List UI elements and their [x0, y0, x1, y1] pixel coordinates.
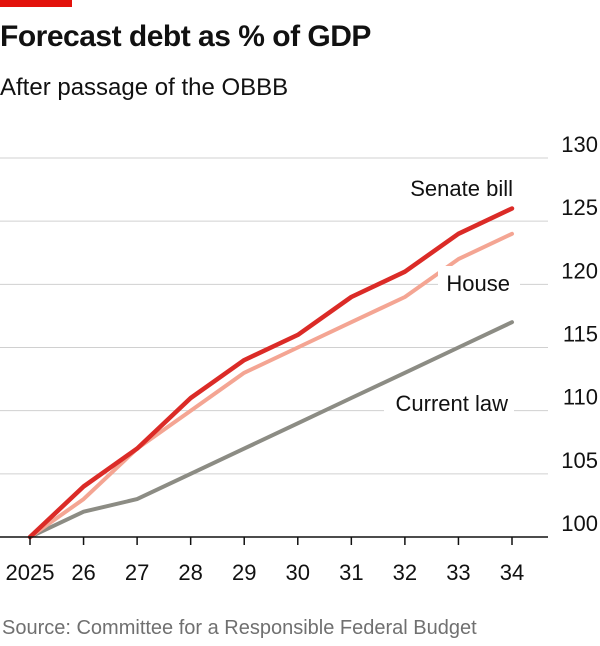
x-tick-label-33: 33: [446, 560, 470, 585]
y-tick-label-110: 110: [563, 385, 598, 410]
series-line-senate-bill: [27, 206, 515, 540]
source-note: Source: Committee for a Responsible Fede…: [2, 617, 477, 639]
series-label-current-law: Current law: [396, 391, 509, 416]
brand-accent-bar: [0, 0, 72, 7]
y-tick-label-120: 120: [561, 258, 598, 283]
series-label-senate-bill: Senate bill: [410, 176, 513, 201]
y-tick-label-105: 105: [561, 448, 598, 473]
x-tick-label-2025: 2025: [6, 560, 55, 585]
x-tick-label-28: 28: [178, 560, 202, 585]
x-tick-label-29: 29: [232, 560, 256, 585]
line-chart: 100 105 110 115 120 125 130 2025 26 27 28 29 30 31 32…: [0, 132, 598, 585]
y-tick-labels: 100 105 110 115 120 125 130: [561, 132, 598, 536]
series-labels: Senate bill House Current law: [384, 176, 520, 420]
x-tick-label-32: 32: [393, 560, 417, 585]
series-line-house: [28, 231, 514, 539]
series-label-house: House: [446, 271, 510, 296]
y-tick-label-100: 100: [561, 511, 598, 536]
chart-title: Forecast debt as % of GDP: [0, 20, 371, 53]
series-lines: [27, 206, 515, 540]
chart-subtitle: After passage of the OBBB: [0, 74, 289, 101]
x-tick-label-26: 26: [71, 560, 95, 585]
x-tick-label-34: 34: [500, 560, 524, 585]
label-background: [438, 266, 520, 300]
x-tick-label-30: 30: [286, 560, 310, 585]
x-tick-label-27: 27: [125, 560, 149, 585]
label-background: [384, 386, 514, 420]
series-line-current-law: [28, 320, 514, 539]
y-tick-label-125: 125: [561, 195, 598, 220]
y-tick-label-115: 115: [563, 322, 598, 347]
y-tick-label-130: 130: [561, 132, 598, 157]
x-tick-label-31: 31: [339, 560, 363, 585]
x-tick-labels: 2025 26 27 28 29 30 31 32 33 34: [6, 537, 524, 585]
gridlines: [0, 157, 548, 475]
